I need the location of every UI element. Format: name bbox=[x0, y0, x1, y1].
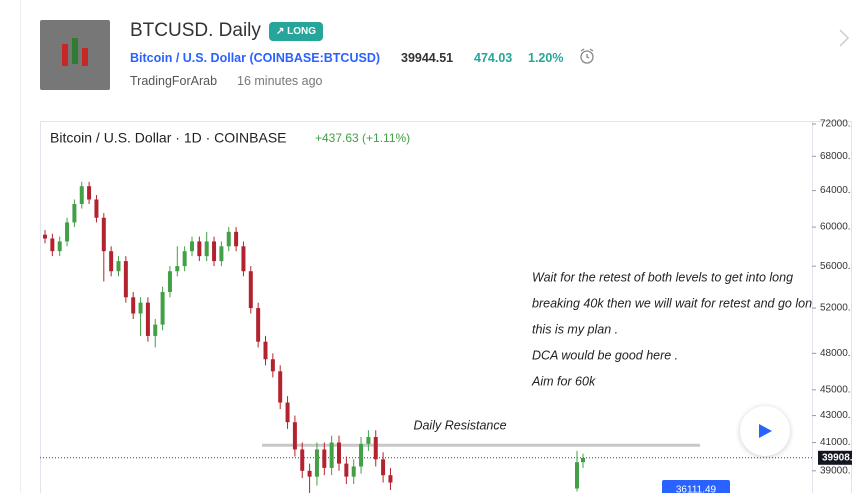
y-tick-label: 68000. bbox=[820, 151, 851, 162]
note-line: DCA would be good here . bbox=[532, 348, 678, 362]
candle-body bbox=[322, 449, 327, 468]
author[interactable]: TradingForArab bbox=[130, 74, 218, 88]
candle-body bbox=[373, 437, 378, 460]
candle-body bbox=[87, 186, 92, 200]
candle-body bbox=[79, 186, 84, 205]
y-tick-label: 72000. bbox=[820, 119, 851, 130]
y-tick-label: 45000. bbox=[820, 384, 851, 395]
y-tick-label: 48000. bbox=[820, 348, 851, 359]
candle-body bbox=[72, 204, 77, 223]
candle-body bbox=[167, 271, 172, 292]
candle-body bbox=[160, 291, 165, 325]
candle-body bbox=[50, 238, 55, 252]
measure-label: 36111.49 bbox=[676, 485, 717, 493]
note-line: Aim for 60k bbox=[531, 374, 596, 388]
candle-body bbox=[292, 422, 297, 450]
candle-body bbox=[300, 449, 305, 471]
candle-body bbox=[190, 241, 194, 252]
candle-body bbox=[314, 449, 319, 477]
alarm-icon[interactable] bbox=[578, 47, 598, 67]
note-line: Wait for the retest of both levels to ge… bbox=[532, 270, 793, 284]
candle-body bbox=[131, 297, 136, 314]
candle-body bbox=[248, 271, 253, 309]
thumb-icon bbox=[62, 38, 88, 66]
y-tick-label: 52000. bbox=[820, 303, 851, 314]
candle-body bbox=[145, 302, 150, 336]
badge-text: LONG bbox=[287, 26, 317, 37]
change: 474.03 bbox=[474, 51, 513, 65]
change-pct: 1.20% bbox=[528, 51, 564, 65]
candle-body bbox=[366, 437, 371, 444]
candle-body bbox=[116, 261, 121, 272]
candle-body bbox=[388, 475, 393, 483]
candle-body bbox=[153, 324, 158, 336]
candle-body bbox=[226, 231, 231, 247]
play-icon bbox=[759, 424, 772, 438]
candle-body bbox=[575, 462, 579, 489]
candle-body bbox=[351, 466, 356, 477]
candle-body bbox=[329, 442, 334, 468]
candle-body bbox=[256, 308, 261, 342]
plot: 36111.49 Wait for the retest of both leve… bbox=[40, 181, 819, 493]
candle-body bbox=[65, 222, 70, 242]
candle-body bbox=[285, 402, 290, 423]
candle-body bbox=[109, 251, 114, 272]
candle-body bbox=[101, 217, 106, 252]
last-price-label: 39908. bbox=[822, 452, 852, 463]
candle-body bbox=[307, 470, 312, 477]
long-badge: ↗ LONG bbox=[269, 22, 324, 41]
candle-body bbox=[381, 459, 386, 476]
y-tick-label: 64000. bbox=[820, 185, 851, 196]
candle-body bbox=[359, 443, 364, 467]
divider bbox=[20, 0, 21, 493]
thumbnail[interactable] bbox=[40, 20, 110, 90]
chart-legend: Bitcoin / U.S. Dollar · 1D · COINBASE bbox=[50, 130, 287, 146]
candle-body bbox=[270, 359, 275, 372]
resistance-label: Daily Resistance bbox=[413, 419, 506, 433]
candle-body bbox=[241, 246, 246, 272]
play-button[interactable] bbox=[740, 406, 790, 456]
candle-body bbox=[204, 241, 209, 257]
candle-body bbox=[123, 261, 128, 298]
y-tick-label: 41000. bbox=[820, 437, 851, 448]
candle-body bbox=[337, 442, 341, 464]
y-tick-label: 39000. bbox=[820, 465, 851, 476]
candle-body bbox=[175, 266, 180, 272]
candle-body bbox=[263, 341, 268, 360]
measure-box bbox=[662, 480, 730, 493]
candle-body bbox=[219, 246, 224, 262]
idea-title: BTCUSD. Daily bbox=[130, 20, 261, 41]
candle-body bbox=[278, 371, 283, 403]
candle-body bbox=[94, 199, 99, 218]
candle-body bbox=[197, 241, 202, 257]
y-tick-label: 56000. bbox=[820, 261, 851, 272]
candle-body bbox=[344, 463, 349, 477]
y-tick-label: 43000. bbox=[820, 410, 851, 421]
legend-change: +437.63 (+1.11%) bbox=[315, 131, 410, 145]
price: 39944.51 bbox=[401, 51, 454, 65]
last-price-box bbox=[818, 450, 852, 465]
symbol-link[interactable]: Bitcoin / U.S. Dollar (COINBASE:BTCUSD) bbox=[130, 51, 381, 65]
candle-body bbox=[57, 241, 62, 252]
candle-body bbox=[212, 241, 217, 262]
time: 16 minutes ago bbox=[237, 74, 323, 88]
next-chevron[interactable] bbox=[838, 28, 850, 48]
note-line: this is my plan . bbox=[532, 322, 618, 336]
candle-body bbox=[43, 234, 47, 239]
y-tick-label: 60000. bbox=[820, 222, 851, 233]
candle-body bbox=[138, 302, 143, 314]
candle-body bbox=[182, 251, 187, 267]
note-line: breaking 40k then we will wait for retes… bbox=[532, 296, 819, 310]
candle-body bbox=[234, 231, 239, 247]
candle-body bbox=[581, 457, 585, 463]
